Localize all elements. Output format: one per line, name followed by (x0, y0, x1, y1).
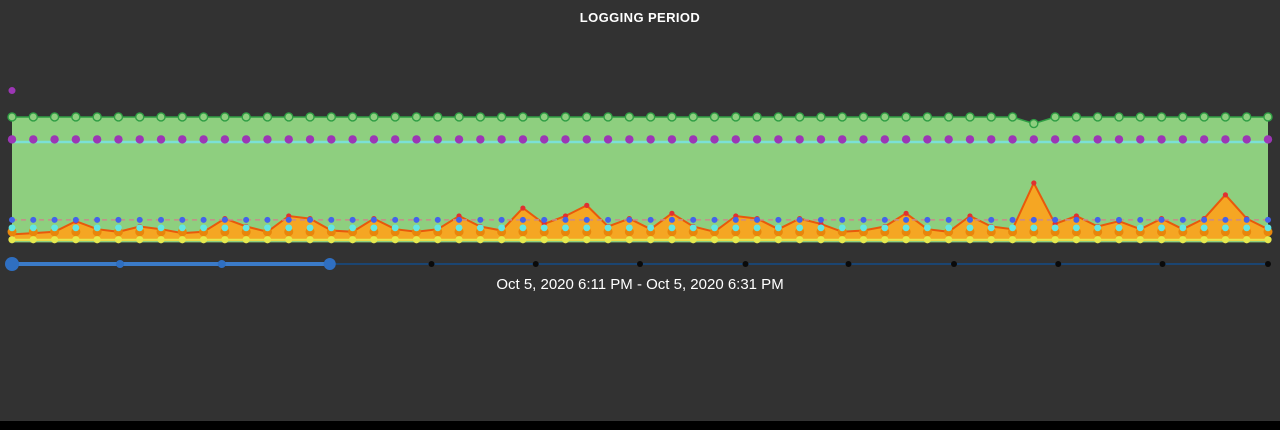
cyan-marker-row (8, 224, 1272, 232)
time-range-slider[interactable] (5, 257, 1271, 271)
slider-handle[interactable] (217, 260, 226, 268)
panel-title: LOGGING PERIOD (579, 10, 701, 25)
yellow-marker-row (8, 236, 1272, 244)
slider-tick (637, 261, 643, 267)
bottom-bar (0, 421, 1280, 430)
slider-tick (532, 261, 539, 267)
upper-envelope-band (7, 112, 1273, 243)
slider-tick (951, 261, 957, 267)
slider-tick (1055, 261, 1062, 267)
blue-marker-row (9, 216, 1271, 223)
purple-marker-row (7, 135, 1273, 144)
slider-handle[interactable] (5, 257, 19, 271)
time-range-label: Oct 5, 2020 6:11 PM - Oct 5, 2020 6:31 P… (496, 276, 784, 293)
slider-tick (845, 261, 852, 267)
slider-handle[interactable] (116, 260, 125, 268)
slider-tick (1159, 261, 1166, 267)
slider-tick (1265, 261, 1271, 267)
slider-handle[interactable] (323, 258, 336, 270)
outlier-purple-dot (8, 87, 16, 95)
slider-tick (428, 261, 435, 267)
chart-series-layer (7, 87, 1273, 244)
slider-tick (742, 261, 749, 267)
